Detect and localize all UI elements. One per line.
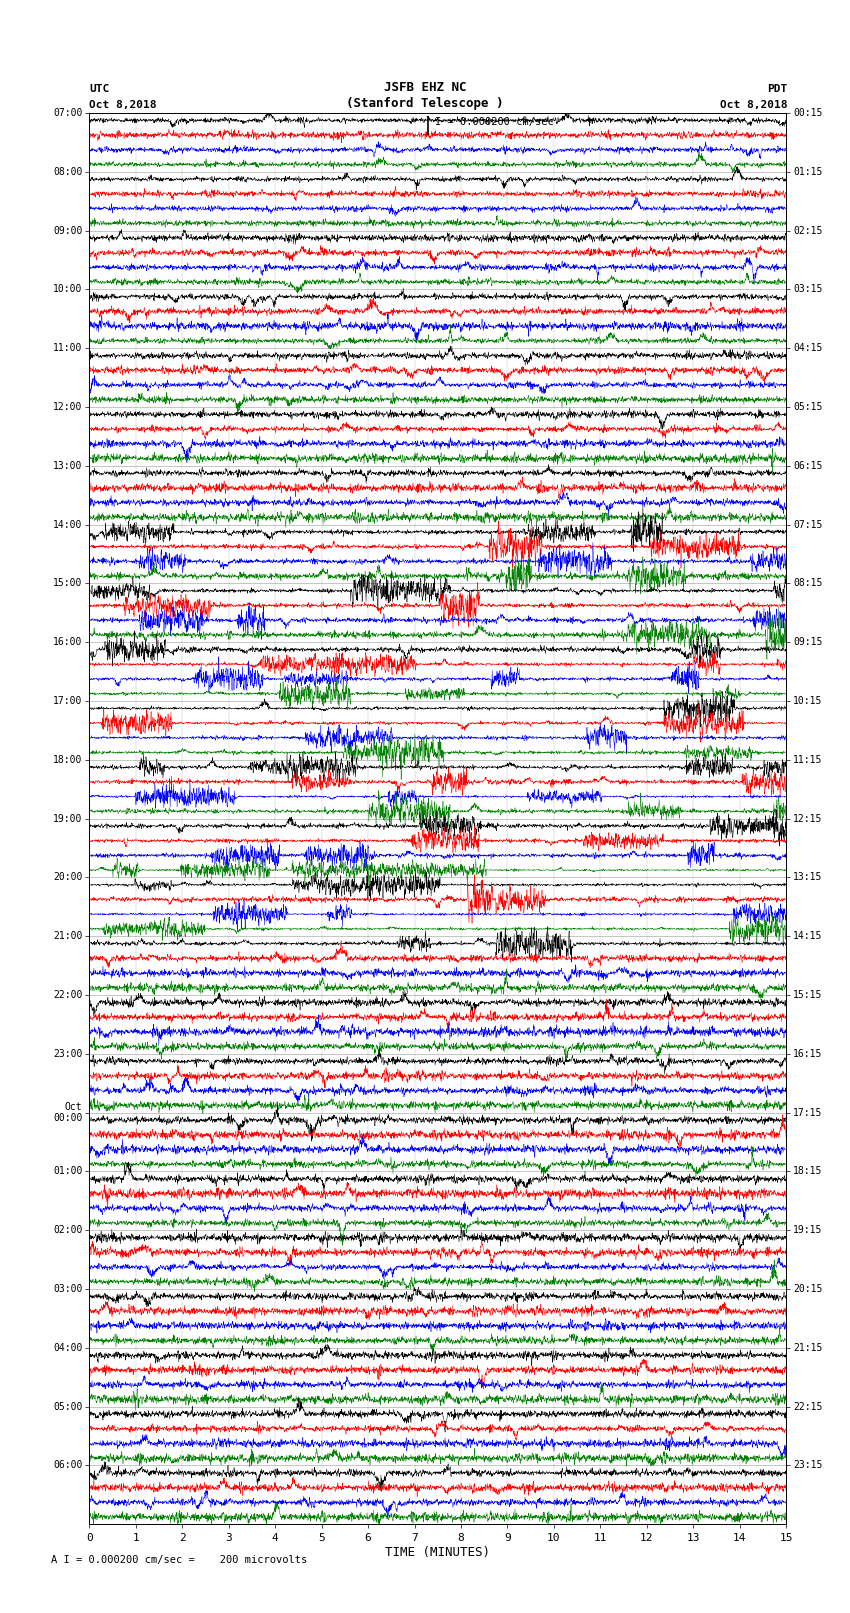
X-axis label: TIME (MINUTES): TIME (MINUTES) [385,1547,490,1560]
Text: UTC: UTC [89,84,110,94]
Text: Oct 8,2018: Oct 8,2018 [720,100,787,110]
Text: JSFB EHZ NC: JSFB EHZ NC [383,81,467,94]
Text: Oct 8,2018: Oct 8,2018 [89,100,156,110]
Text: A I = 0.000200 cm/sec =    200 microvolts: A I = 0.000200 cm/sec = 200 microvolts [51,1555,307,1565]
Text: PDT: PDT [767,84,787,94]
Text: (Stanford Telescope ): (Stanford Telescope ) [346,97,504,110]
Text: I = 0.000200 cm/sec: I = 0.000200 cm/sec [435,118,554,127]
